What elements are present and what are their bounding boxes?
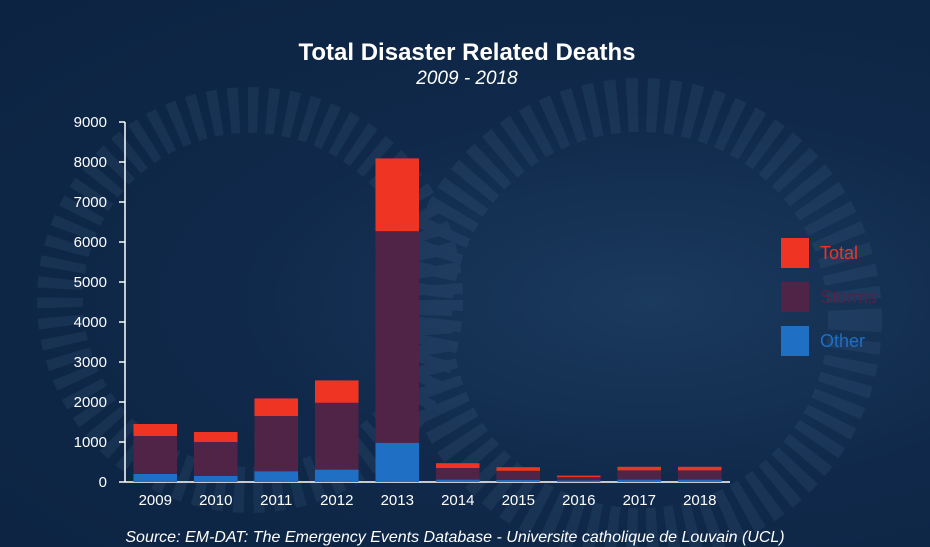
- bar-other-2016: [556, 480, 601, 482]
- x-axis: 2009 2010 2011 2012 2013 2014 2015 2016 2017 2018: [125, 481, 730, 509]
- y-axis: 0 1000 2000 3000 4000 5000 6000 7000 8000 9000: [74, 114, 126, 491]
- bar-other-2018: [677, 479, 722, 482]
- bar-storms-2015: [496, 470, 541, 480]
- y-tick-label: 5000: [74, 274, 107, 291]
- legend-label-total: Total: [820, 243, 858, 263]
- legend-label-other: Other: [820, 331, 865, 351]
- bar-total-2012: [314, 380, 359, 403]
- y-tick-label: 4000: [74, 314, 107, 331]
- legend-swatch-storms: [781, 282, 809, 312]
- bar-other-2014: [435, 479, 480, 482]
- bar-storms-2011: [254, 416, 299, 472]
- bar-storms-2016: [556, 477, 601, 481]
- bar-storms-2010: [193, 442, 238, 476]
- bar-storms-2009: [133, 436, 178, 474]
- bar-total-2018: [677, 466, 722, 471]
- bar-storms-2013: [375, 231, 420, 443]
- bar-other-2015: [496, 480, 541, 482]
- bar-total-2015: [496, 467, 541, 471]
- chart-title: Total Disaster Related Deaths: [299, 39, 636, 66]
- x-tick-label: 2013: [381, 492, 414, 509]
- bar-total-2017: [617, 466, 662, 471]
- background-decoration: [37, 78, 882, 547]
- x-tick-label: 2018: [683, 492, 716, 509]
- bar-other-2013: [375, 442, 420, 482]
- bar-storms-2014: [435, 468, 480, 480]
- bar-total-2014: [435, 463, 480, 468]
- legend-swatch-other: [781, 326, 809, 356]
- bar-storms-2017: [617, 470, 662, 480]
- bar-total-2010: [193, 432, 238, 442]
- bar-total-2013: [375, 158, 420, 232]
- legend-label-storms: Storms: [820, 287, 877, 307]
- legend-swatch-total: [781, 238, 809, 268]
- bar-total-2011: [254, 398, 299, 416]
- x-tick-label: 2010: [199, 492, 232, 509]
- chart-subtitle: 2009 - 2018: [415, 68, 518, 89]
- x-tick-label: 2015: [502, 492, 535, 509]
- bar-total-2009: [133, 424, 178, 436]
- bar-other-2009: [133, 474, 178, 482]
- x-tick-label: 2009: [139, 492, 172, 509]
- bar-storms-2012: [314, 402, 359, 470]
- source-note: Source: EM-DAT: The Emergency Events Dat…: [125, 529, 784, 546]
- y-tick-label: 2000: [74, 394, 107, 411]
- y-tick-label: 3000: [74, 354, 107, 371]
- bar-other-2017: [617, 479, 662, 482]
- x-tick-label: 2016: [562, 492, 595, 509]
- y-tick-label: 1000: [74, 434, 107, 451]
- bar-other-2012: [314, 469, 359, 482]
- bar-storms-2018: [677, 470, 722, 480]
- x-tick-label: 2017: [623, 492, 656, 509]
- x-tick-label: 2011: [260, 492, 292, 509]
- y-tick-label: 9000: [74, 114, 107, 131]
- y-tick-label: 6000: [74, 234, 107, 251]
- bar-other-2011: [254, 471, 299, 482]
- y-tick-label: 8000: [74, 154, 107, 171]
- bars: [133, 158, 722, 482]
- x-tick-label: 2014: [441, 492, 474, 509]
- legend: Total Storms Other: [781, 238, 877, 356]
- bar-total-2016: [556, 475, 601, 478]
- y-tick-label: 7000: [74, 194, 107, 211]
- x-tick-label: 2012: [320, 492, 353, 509]
- bar-other-2010: [193, 476, 238, 482]
- y-tick-label: 0: [99, 474, 107, 491]
